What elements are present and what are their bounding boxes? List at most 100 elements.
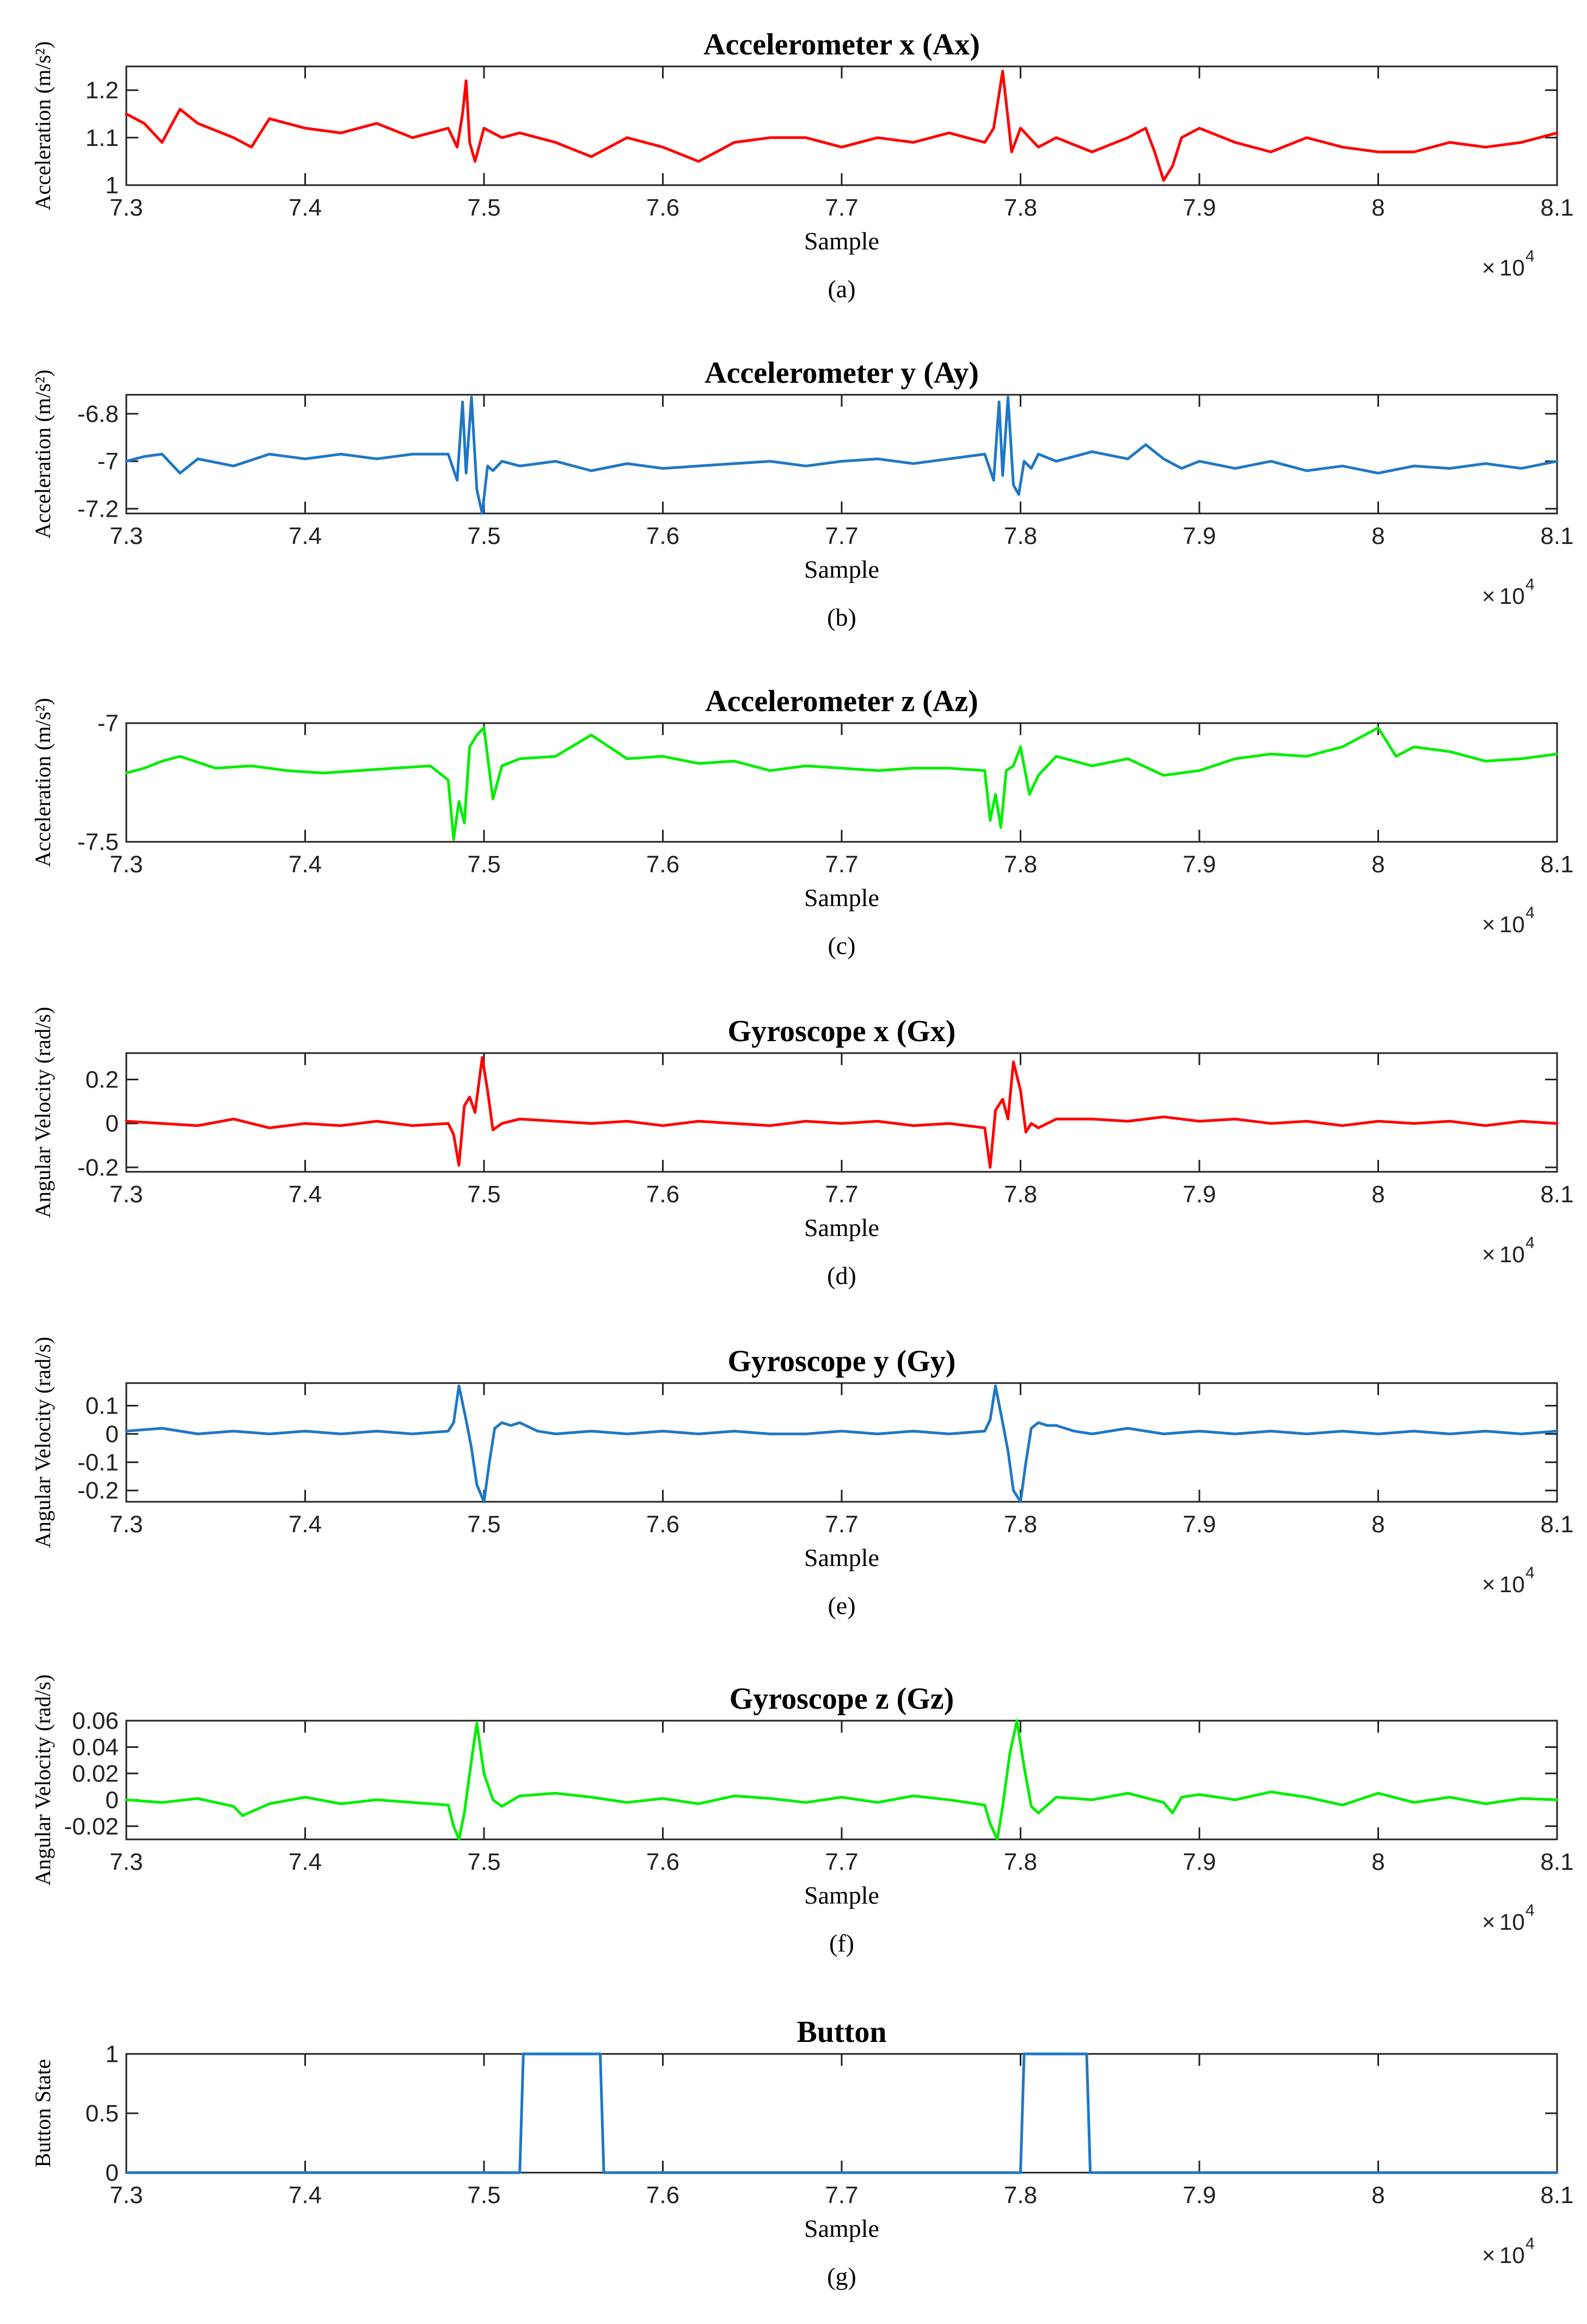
x-tick-label: 8: [1371, 2182, 1384, 2209]
panel-caption: (a): [828, 275, 855, 303]
x-tick-label: 7.4: [289, 523, 322, 549]
y-axis-label: Angular Velocity (rad/s): [30, 1674, 55, 1886]
chart-title: Accelerometer z (Az): [705, 684, 978, 718]
x-tick-label: 7.7: [825, 194, 858, 221]
x-tick-label: 7.6: [646, 1849, 679, 1875]
x-tick-label: 8.1: [1540, 2182, 1573, 2209]
y-axis-label: Acceleration (m/s²): [30, 698, 55, 867]
x-multiplier-base: 10: [1499, 912, 1525, 937]
x-multiplier-base: 10: [1499, 1571, 1525, 1597]
y-tick-label: 0.06: [72, 1708, 119, 1734]
x-tick-label: 7.3: [109, 1181, 143, 1208]
x-tick-label: 8: [1371, 194, 1384, 221]
y-tick-label: 0.5: [85, 2100, 119, 2127]
x-multiplier-times: ×: [1482, 255, 1496, 280]
y-tick-label: 0.02: [72, 1760, 119, 1787]
x-tick-label: 8: [1371, 523, 1384, 549]
x-tick-label: 7.4: [289, 2182, 322, 2209]
x-tick-label: 7.5: [467, 1849, 500, 1875]
y-axis-label: Acceleration (m/s²): [30, 370, 55, 539]
x-tick-label: 7.3: [109, 523, 143, 549]
x-tick-label: 7.3: [109, 851, 143, 878]
x-tick-label: 7.7: [825, 1849, 858, 1875]
x-tick-label: 7.4: [289, 194, 322, 221]
x-tick-label: 8.1: [1540, 851, 1573, 878]
x-tick-label: 8: [1371, 1181, 1384, 1208]
x-multiplier-times: ×: [1482, 1909, 1496, 1935]
x-tick-label: 8.1: [1540, 1181, 1573, 1208]
x-tick-label: 7.6: [646, 1181, 679, 1208]
x-tick-label: 8.1: [1540, 1849, 1573, 1875]
y-tick-label: 0: [106, 1787, 119, 1813]
y-tick-label: -0.2: [77, 1154, 119, 1181]
y-tick-label: 1.2: [85, 77, 119, 104]
x-tick-label: 8: [1371, 1849, 1384, 1875]
x-multiplier-base: 10: [1499, 2242, 1525, 2268]
x-axis-label: Sample: [804, 884, 879, 912]
x-tick-label: 7.9: [1182, 1181, 1216, 1208]
x-tick-label: 7.5: [467, 2182, 500, 2209]
sensor-figure: Accelerometer x (Ax) Acceleration (m/s²) 1…: [0, 0, 1587, 2324]
x-axis-label: Sample: [804, 1881, 879, 1909]
x-multiplier-base: 10: [1499, 1909, 1525, 1935]
x-multiplier-exponent: 4: [1525, 1564, 1535, 1582]
x-tick-label: 7.6: [646, 523, 679, 549]
panel-caption: (d): [827, 1262, 856, 1289]
x-tick-label: 7.7: [825, 851, 858, 878]
x-tick-label: 7.5: [467, 1511, 500, 1538]
x-axis-label: Sample: [804, 555, 879, 583]
x-tick-label: 7.5: [467, 523, 500, 549]
x-axis-label: Sample: [804, 1544, 879, 1571]
x-multiplier-times: ×: [1482, 912, 1496, 937]
x-multiplier-exponent: 4: [1525, 247, 1535, 265]
x-multiplier-exponent: 4: [1525, 1901, 1535, 1919]
x-tick-label: 8: [1371, 1511, 1384, 1538]
panel-caption: (c): [828, 932, 855, 959]
chart-title: Gyroscope x (Gx): [728, 1014, 956, 1048]
y-tick-label: 1: [106, 2041, 119, 2068]
y-axis-label: Angular Velocity (rad/s): [30, 1337, 55, 1548]
x-tick-label: 7.4: [289, 1181, 322, 1208]
x-tick-label: 7.4: [289, 1849, 322, 1875]
panel-caption: (f): [829, 1929, 854, 1957]
x-multiplier-exponent: 4: [1525, 576, 1535, 594]
chart-title: Accelerometer x (Ax): [703, 28, 980, 62]
x-multiplier-exponent: 4: [1525, 1234, 1535, 1252]
y-tick-label: -0.1: [77, 1449, 119, 1476]
x-tick-label: 7.3: [109, 194, 143, 221]
x-tick-label: 7.6: [646, 194, 679, 221]
x-tick-label: 7.9: [1182, 851, 1216, 878]
x-multiplier-exponent: 4: [1525, 904, 1535, 922]
x-multiplier-base: 10: [1499, 1241, 1525, 1267]
x-tick-label: 7.3: [109, 1849, 143, 1875]
panel-caption: (e): [828, 1592, 855, 1619]
x-tick-label: 8.1: [1540, 523, 1573, 549]
x-multiplier-times: ×: [1482, 2242, 1496, 2268]
chart-title: Gyroscope y (Gy): [728, 1344, 956, 1378]
x-tick-label: 7.9: [1182, 2182, 1216, 2209]
x-tick-label: 7.8: [1004, 2182, 1037, 2209]
x-multiplier-base: 10: [1499, 583, 1525, 609]
chart-title: Gyroscope z (Gz): [730, 1682, 954, 1716]
x-tick-label: 7.5: [467, 194, 500, 221]
y-tick-label: -7: [97, 710, 119, 737]
y-tick-label: 0: [106, 1110, 119, 1137]
x-tick-label: 7.6: [646, 1511, 679, 1538]
x-multiplier-base: 10: [1499, 255, 1525, 280]
y-tick-label: -6.8: [77, 401, 119, 427]
y-tick-label: -0.02: [64, 1813, 119, 1840]
x-axis-label: Sample: [804, 1214, 879, 1241]
x-tick-label: 7.5: [467, 851, 500, 878]
panel-caption: (g): [827, 2262, 856, 2290]
y-tick-label: 0.04: [72, 1734, 119, 1760]
x-tick-label: 8: [1371, 851, 1384, 878]
x-tick-label: 7.6: [646, 2182, 679, 2209]
x-tick-label: 8.1: [1540, 194, 1573, 221]
x-tick-label: 7.7: [825, 1511, 858, 1538]
panel-caption: (b): [827, 603, 856, 631]
x-multiplier-times: ×: [1482, 1241, 1496, 1267]
x-tick-label: 8.1: [1540, 1511, 1573, 1538]
chart-title: Button: [797, 2015, 887, 2049]
x-tick-label: 7.8: [1004, 523, 1037, 549]
y-tick-label: 1.1: [85, 125, 119, 151]
